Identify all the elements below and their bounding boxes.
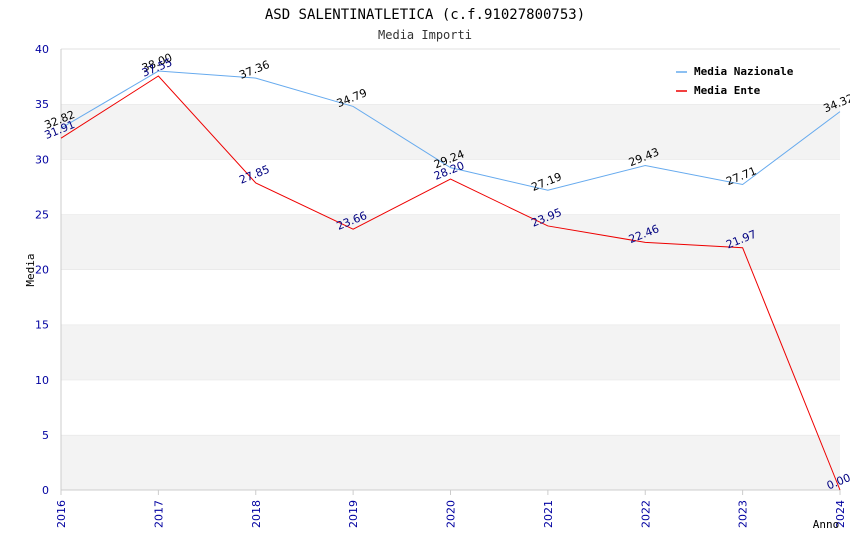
x-tick-label: 2019 (347, 500, 360, 528)
x-tick-label: 2016 (55, 500, 68, 528)
x-tick-label: 2020 (445, 500, 458, 528)
grid-band (61, 379, 840, 435)
grid-band (61, 324, 840, 380)
x-tick-label: 2018 (250, 500, 263, 528)
y-tick-label: 15 (35, 319, 49, 332)
series-line-media-ente (60, 75, 841, 491)
legend-label-media-nazionale: Media Nazionale (694, 65, 794, 78)
grid-band (61, 214, 840, 270)
grid-band (61, 434, 840, 490)
x-tick-label: 2017 (152, 500, 165, 528)
grid-band (61, 159, 840, 215)
y-axis-label: Media (24, 253, 37, 286)
chart-subtitle: Media Importi (378, 28, 472, 42)
legend-label-media-ente: Media Ente (694, 84, 761, 97)
y-tick-label: 30 (35, 153, 49, 166)
y-tick-label: 35 (35, 98, 49, 111)
x-tick-label: 2024 (834, 500, 847, 528)
grid-bands (61, 48, 840, 490)
y-tick-label: 25 (35, 208, 49, 221)
grid-band (61, 104, 840, 160)
y-tick-label: 10 (35, 374, 49, 387)
x-tick-label: 2021 (542, 500, 555, 528)
x-tick-label: 2023 (737, 500, 750, 528)
y-tick-label: 20 (35, 264, 49, 277)
legend-box (669, 59, 810, 102)
y-axis-ticks: 0 5 10 15 20 25 30 35 40 (35, 43, 49, 497)
x-axis-label: Anno (813, 518, 840, 531)
grid-band (61, 269, 840, 325)
chart-title: ASD SALENTINATLETICA (c.f.91027800753) (265, 7, 585, 23)
x-tick-label: 2022 (639, 500, 652, 528)
series-lines (60, 70, 841, 491)
legend: Media Nazionale Media Ente (669, 59, 810, 102)
y-tick-label: 5 (42, 429, 49, 442)
x-axis-ticks: 2016 2017 2018 2019 2020 2021 2022 2023 2024 (55, 490, 847, 528)
series-line-media-nazionale (60, 70, 841, 191)
y-tick-label: 40 (35, 43, 49, 56)
y-tick-label: 0 (42, 484, 49, 497)
